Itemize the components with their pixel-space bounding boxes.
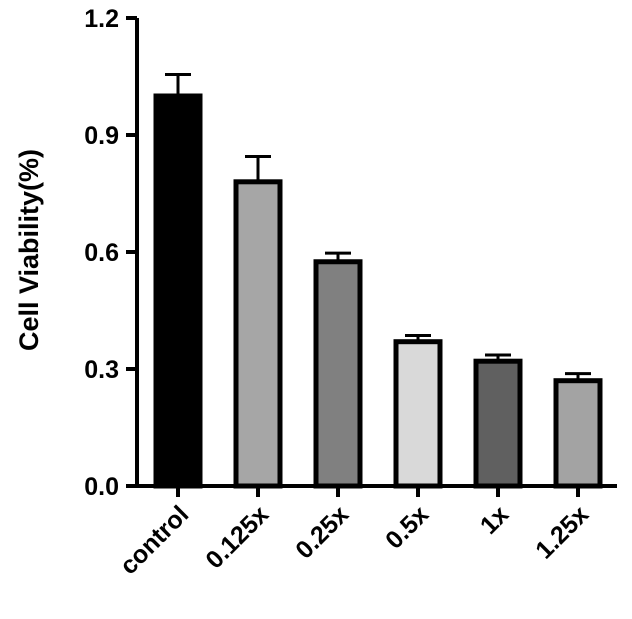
x-tick-label: control bbox=[115, 500, 195, 580]
y-tick-label: 0.0 bbox=[84, 473, 119, 501]
x-tick-label: 1x bbox=[475, 500, 515, 540]
y-tick-label: 1.2 bbox=[84, 5, 119, 33]
bar bbox=[233, 179, 283, 489]
x-tick-label: 0.25x bbox=[290, 500, 354, 564]
y-tick-label: 0.6 bbox=[84, 239, 119, 267]
x-tick-label: 0.125x bbox=[200, 500, 274, 574]
x-tick-label: 1.25x bbox=[530, 500, 594, 564]
y-axis-label: Cell Viability(%) bbox=[14, 149, 44, 351]
y-tick-label: 0.9 bbox=[84, 122, 119, 150]
bar bbox=[153, 93, 203, 489]
y-tick-label: 0.3 bbox=[84, 356, 119, 384]
x-tick-label: 0.5x bbox=[380, 500, 434, 554]
bar bbox=[473, 358, 523, 489]
bar bbox=[313, 259, 363, 489]
bar bbox=[393, 339, 443, 489]
bar bbox=[553, 378, 603, 489]
